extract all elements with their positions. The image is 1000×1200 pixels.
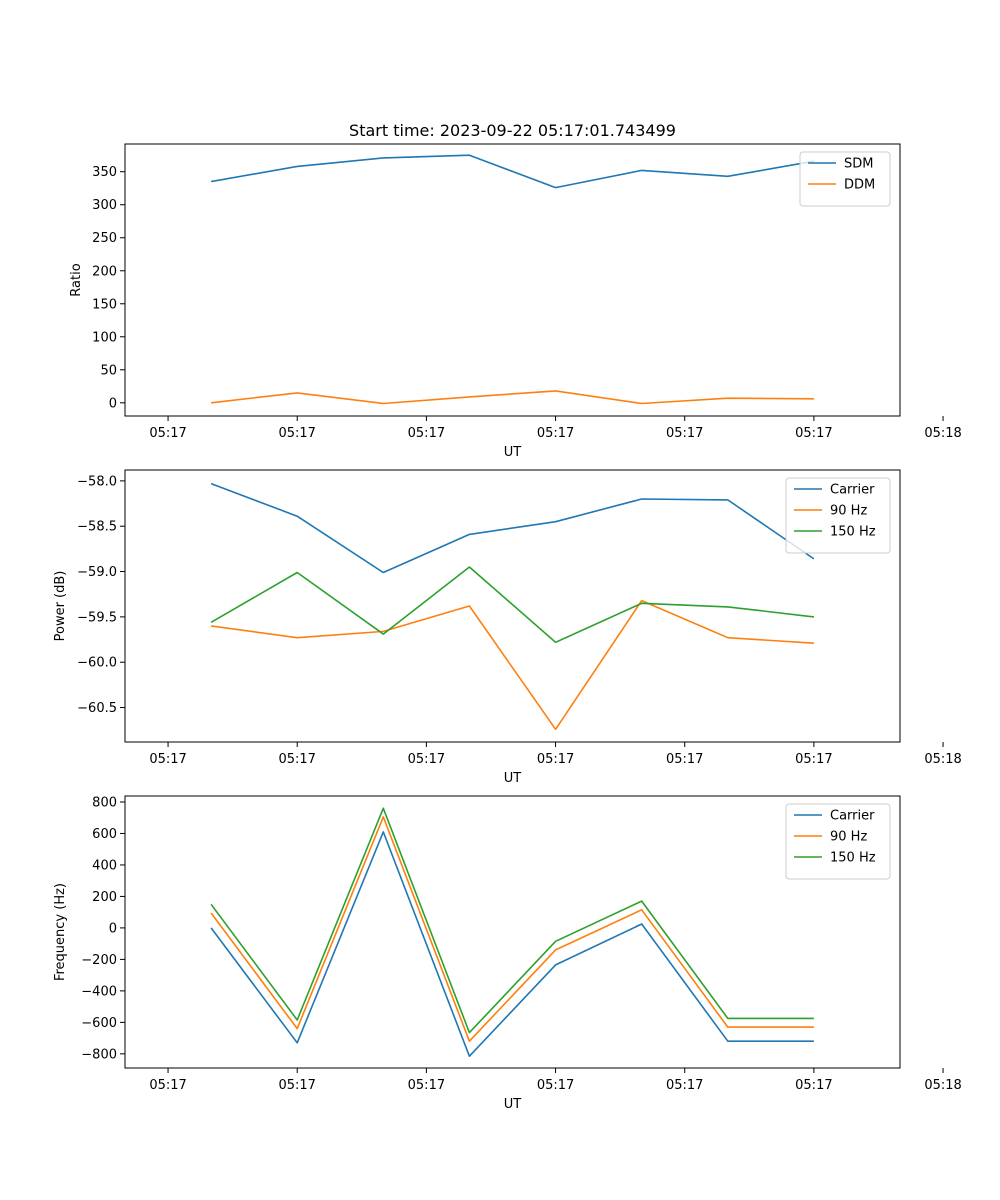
y-tick-label: 0 (109, 396, 117, 411)
y-axis-label: Frequency (Hz) (53, 883, 68, 981)
x-tick-label: 05:17 (278, 752, 315, 767)
legend-label: Carrier (830, 483, 875, 498)
legend-box (799, 151, 891, 207)
x-tick-label: 05:17 (537, 752, 574, 767)
x-tick-label: 05:17 (666, 752, 703, 767)
x-axis-label: UT (504, 445, 522, 460)
y-tick-label: 150 (92, 297, 117, 312)
series-line-90-hz (210, 816, 814, 1042)
legend: SDM DDM (799, 151, 891, 207)
legend-label: 90 Hz (830, 504, 867, 519)
y-tick-label: −400 (81, 984, 117, 999)
y-tick-label: 200 (92, 264, 117, 279)
x-tick-label: 05:17 (408, 1078, 445, 1093)
legend-box (785, 803, 891, 880)
x-tick-label: 05:17 (149, 752, 186, 767)
x-axis-label: UT (504, 771, 522, 786)
x-tick-label: 05:17 (278, 1078, 315, 1093)
plot-frame (124, 795, 901, 1069)
y-tick-label: 0 (109, 921, 117, 936)
legend: Carrier 90 Hz 150 Hz (785, 803, 891, 880)
x-tick-label: 05:18 (924, 752, 961, 767)
y-tick-label: 50 (100, 363, 117, 378)
y-tick-label: −60.0 (77, 656, 117, 671)
y-tick-label: 400 (92, 858, 117, 873)
y-tick-label: 800 (92, 795, 117, 810)
y-tick-label: −58.5 (77, 520, 117, 535)
y-tick-label: 300 (92, 198, 117, 213)
chart-panel-1: Start time: 2023-09-22 05:17:01.74349905… (69, 121, 962, 460)
y-axis-label: Ratio (69, 263, 84, 296)
y-tick-label: 200 (92, 890, 117, 905)
series-line-90-hz (210, 599, 814, 731)
x-tick-label: 05:17 (149, 1078, 186, 1093)
chart-panel-3: 05:17 05:17 05:17 05:17 05:17 05:17 05:18 −800 −… (53, 795, 962, 1112)
legend-label: 150 Hz (830, 525, 876, 540)
y-tick-label: 350 (92, 165, 117, 180)
y-tick-label: −800 (81, 1047, 117, 1062)
chart-title: Start time: 2023-09-22 05:17:01.743499 (349, 121, 676, 140)
legend-label: Carrier (830, 809, 875, 824)
x-tick-label: 05:17 (408, 752, 445, 767)
series-line-150-hz (210, 566, 814, 644)
x-tick-label: 05:17 (666, 426, 703, 441)
series-line-carrier (210, 831, 814, 1057)
x-tick-label: 05:18 (924, 426, 961, 441)
y-tick-label: −60.5 (77, 701, 117, 716)
x-tick-label: 05:17 (666, 1078, 703, 1093)
series-line-ddm (211, 390, 814, 405)
x-tick-label: 05:17 (408, 426, 445, 441)
y-axis-label: Power (dB) (53, 571, 68, 642)
x-axis-label: UT (504, 1097, 522, 1112)
legend-label: DDM (844, 178, 875, 193)
x-tick-label: 05:17 (795, 752, 832, 767)
y-tick-label: −600 (81, 1016, 117, 1031)
legend-label: 90 Hz (830, 830, 867, 845)
x-tick-label: 05:17 (278, 426, 315, 441)
legend-label: 150 Hz (830, 851, 876, 866)
chart-panel-2: 05:17 05:17 05:17 05:17 05:17 05:17 05:18 −58.0… (53, 469, 962, 786)
x-tick-label: 05:17 (795, 426, 832, 441)
plot-frame (124, 143, 901, 417)
series-line-sdm (210, 154, 815, 189)
legend: Carrier 90 Hz 150 Hz (785, 477, 891, 554)
y-tick-label: 250 (92, 231, 117, 246)
plot-frame (124, 469, 901, 743)
y-tick-label: −59.5 (77, 610, 117, 625)
y-tick-label: −200 (81, 953, 117, 968)
y-tick-label: −59.0 (77, 565, 117, 580)
series-line-carrier (210, 482, 815, 574)
x-tick-label: 05:17 (149, 426, 186, 441)
x-tick-label: 05:18 (924, 1078, 961, 1093)
y-tick-label: 100 (92, 330, 117, 345)
x-tick-label: 05:17 (537, 426, 574, 441)
x-tick-label: 05:17 (537, 1078, 574, 1093)
legend-box (785, 477, 891, 554)
x-tick-label: 05:17 (795, 1078, 832, 1093)
legend-label: SDM (844, 157, 873, 172)
y-tick-label: 600 (92, 827, 117, 842)
series-line-150-hz (210, 807, 814, 1034)
y-tick-label: −58.0 (77, 474, 117, 489)
